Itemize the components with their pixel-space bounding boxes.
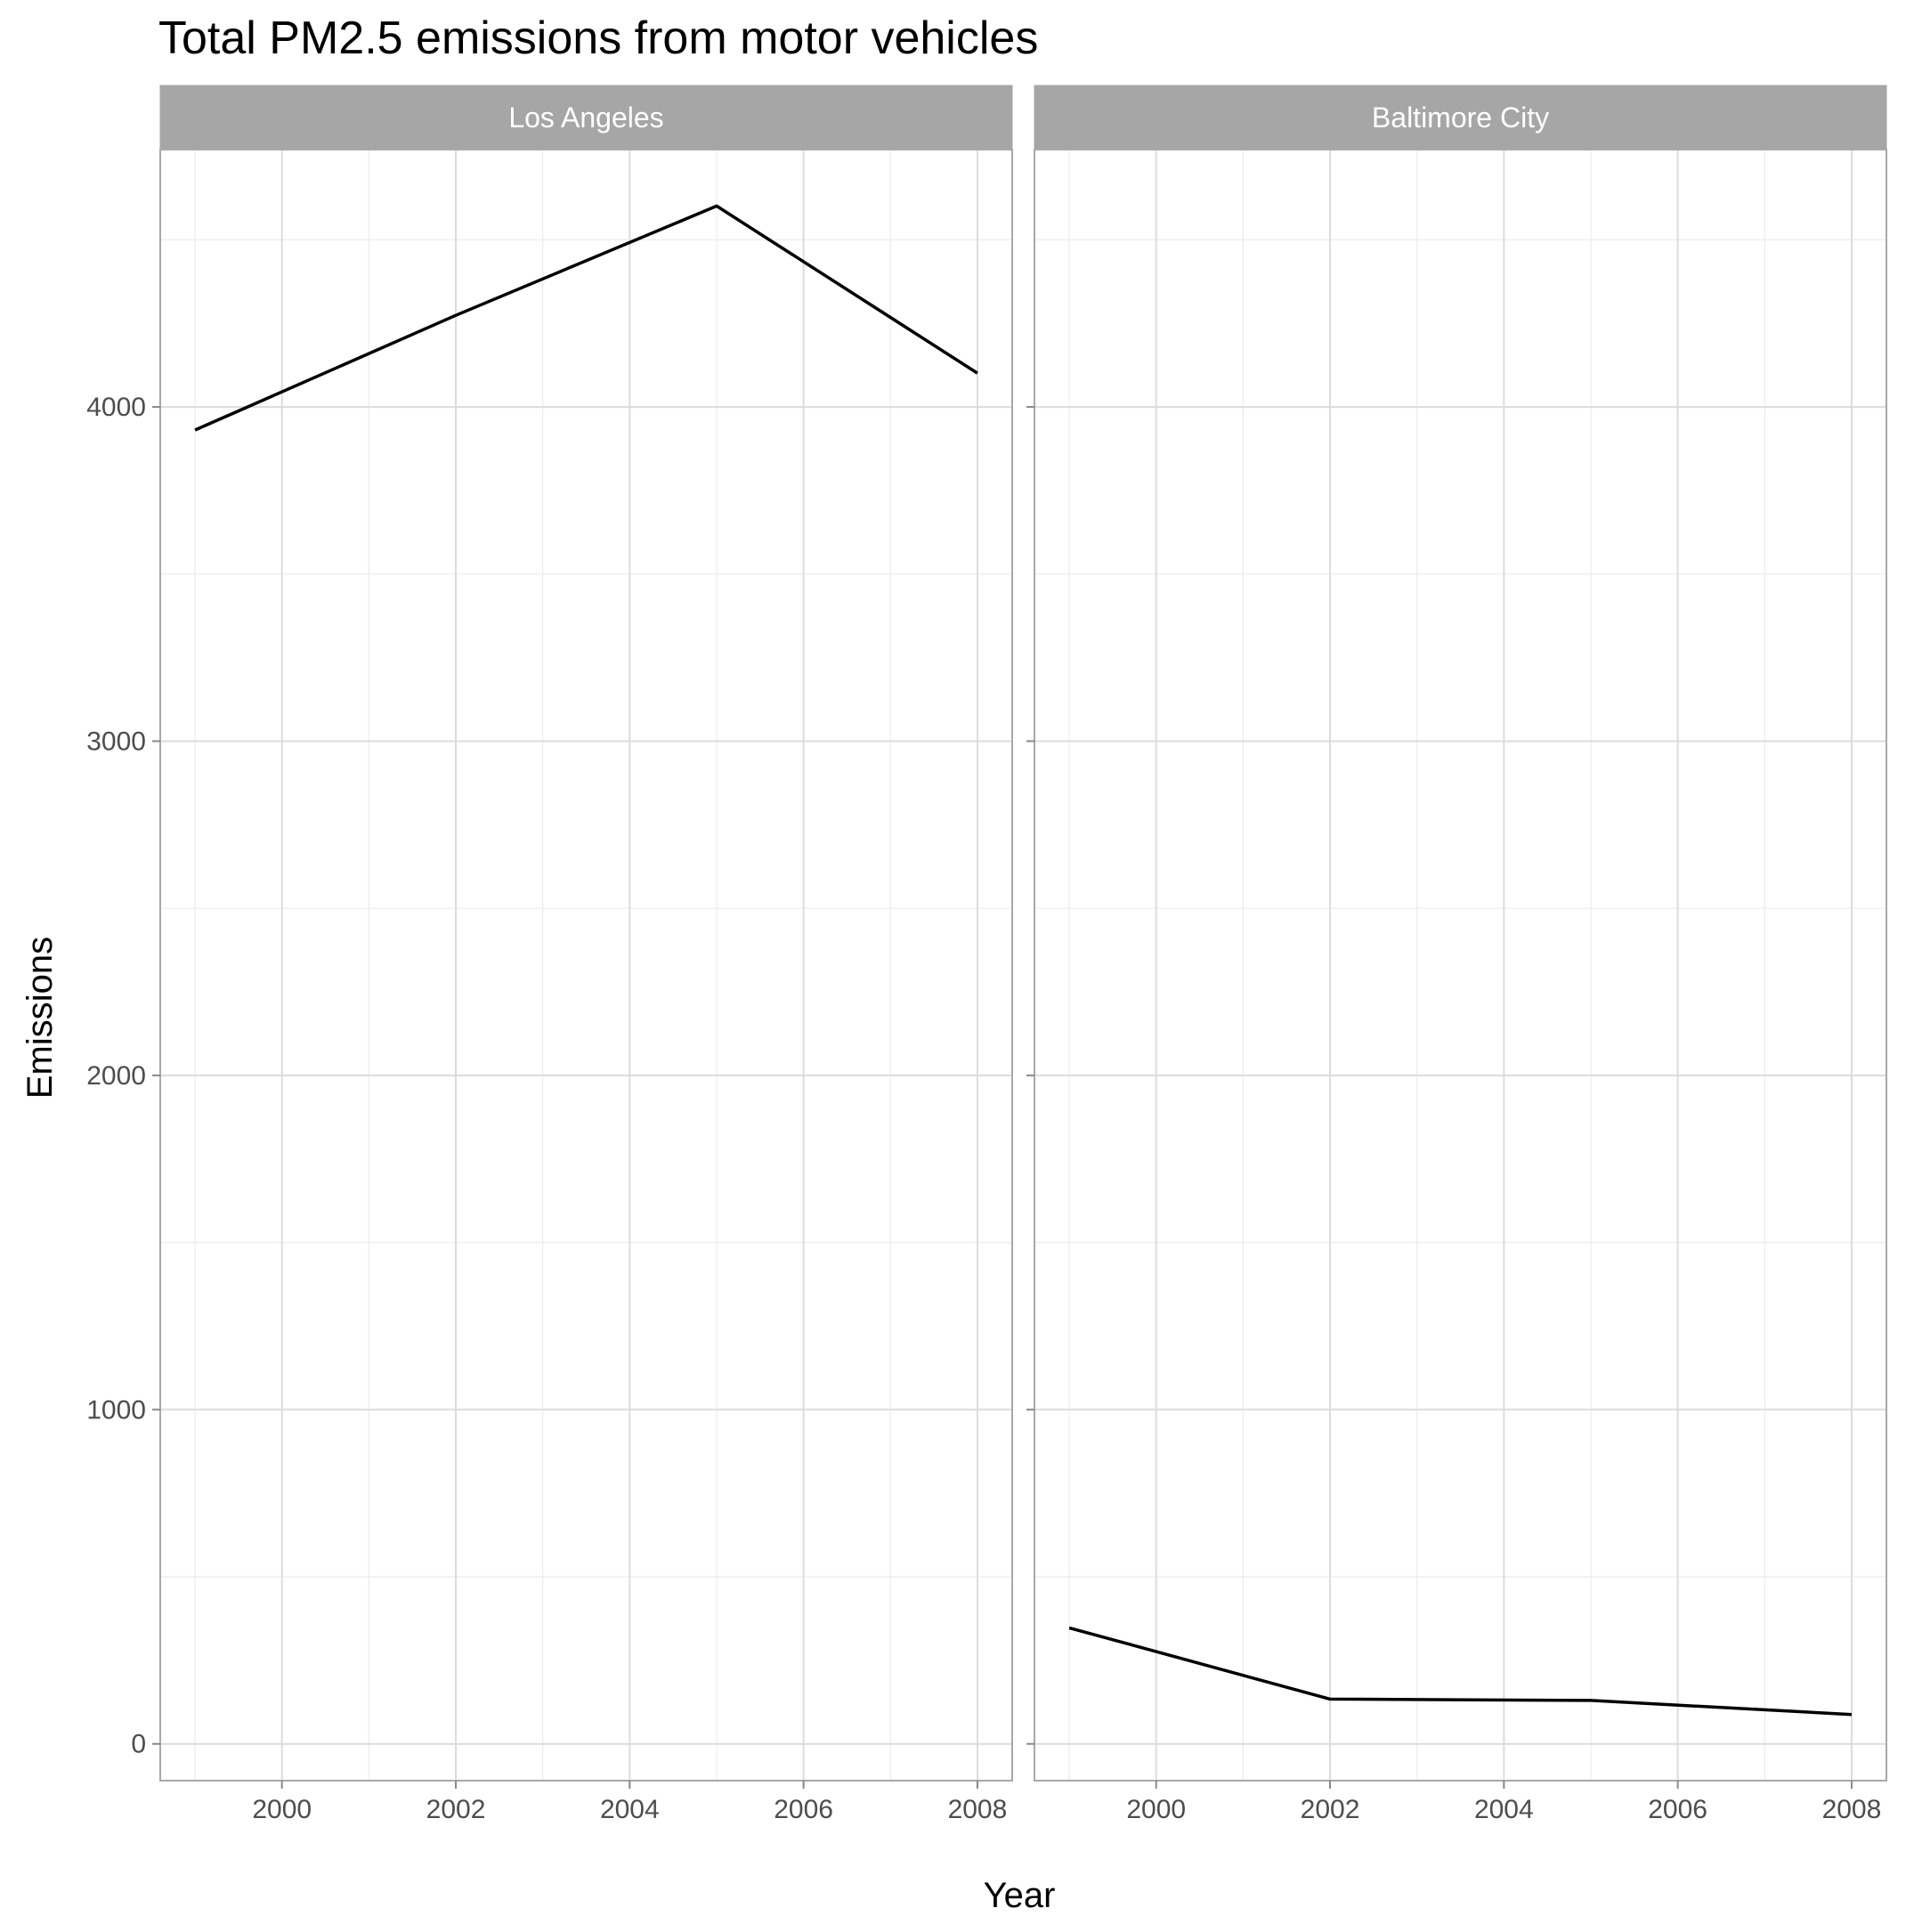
x-tick-label: 2004 bbox=[1474, 1795, 1534, 1824]
y-axis-title: Emissions bbox=[20, 937, 60, 1099]
facet-panel: Baltimore City 2000 2002 2004 2006 2008 bbox=[1026, 85, 1887, 1824]
y-tick-label: 4000 bbox=[86, 393, 146, 422]
x-tick-label: 2000 bbox=[1126, 1795, 1186, 1824]
panel-border bbox=[1034, 149, 1887, 1782]
y-tick-label: 1000 bbox=[86, 1395, 146, 1425]
facet-strip-label: Baltimore City bbox=[1372, 101, 1549, 134]
facet-strip bbox=[159, 85, 1013, 150]
x-tick-label: 2008 bbox=[948, 1795, 1008, 1824]
y-tick-labels: 0 1000 2000 3000 4000 bbox=[86, 393, 146, 1759]
y-tick-label: 3000 bbox=[86, 727, 146, 756]
x-tick-label: 2006 bbox=[1648, 1795, 1707, 1824]
x-tick-label: 2000 bbox=[252, 1795, 312, 1824]
x-axis-title: Year bbox=[984, 1876, 1056, 1915]
x-tick-label: 2008 bbox=[1822, 1795, 1882, 1824]
facet-strip-label: Los Angeles bbox=[508, 101, 663, 134]
y-tick-label: 2000 bbox=[86, 1061, 146, 1091]
y-tick-label: 0 bbox=[131, 1730, 146, 1759]
series-line bbox=[1068, 1626, 1852, 1717]
chart-title: Total PM2.5 emissions from motor vehicle… bbox=[158, 12, 1038, 64]
x-tick-label: 2002 bbox=[426, 1795, 486, 1824]
facet-panel: Los Angeles 2000 2002 2004 2006 2008 bbox=[152, 85, 1013, 1824]
x-tick-label: 2004 bbox=[600, 1795, 660, 1824]
series-line bbox=[194, 204, 978, 432]
x-tick-label: 2002 bbox=[1301, 1795, 1360, 1824]
facet-strip bbox=[1034, 85, 1887, 150]
x-tick-label: 2006 bbox=[774, 1795, 833, 1824]
panel-border bbox=[159, 149, 1013, 1782]
